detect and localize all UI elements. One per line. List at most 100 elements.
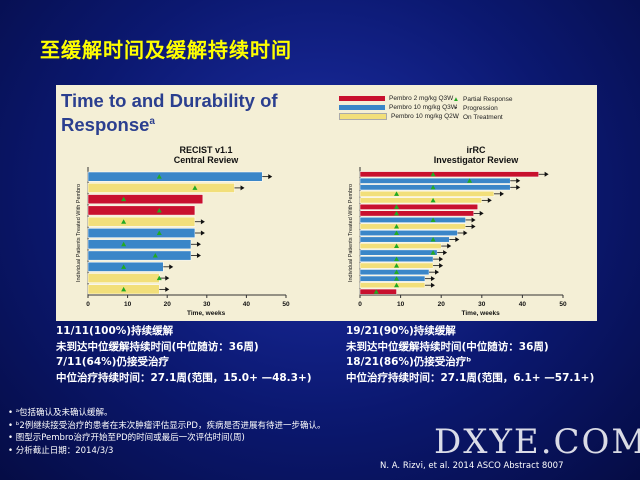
bar <box>87 183 235 193</box>
arrow-head <box>516 184 521 190</box>
x-axis-label: Time, weeks <box>462 310 501 317</box>
arrow-head <box>471 223 476 229</box>
stats-left-line: 11/11(100%)持续缓解 <box>56 325 174 337</box>
partial-response-marker <box>121 264 127 269</box>
arrow-head <box>165 286 170 292</box>
stats-left-line: 中位治疗持续时间：27.1周(范围，15.0+ —48.3+) <box>56 371 312 384</box>
bar <box>359 269 430 276</box>
bar <box>359 275 426 282</box>
partial-response-marker <box>121 196 127 202</box>
partial-response-marker <box>121 219 127 224</box>
figure-title-line1: Time to and Durability of <box>61 90 278 111</box>
watermark: DXYE.COM <box>434 422 640 462</box>
left-chart-title-line2: Central Review <box>173 155 239 165</box>
bar <box>87 250 192 261</box>
legend-entry-pr: ▲ Partial Response <box>449 95 513 103</box>
marker-legend: ▲ Partial Response • Progression → On Tr… <box>449 95 513 122</box>
partial-response-marker <box>394 276 400 281</box>
arrow-head <box>479 210 484 216</box>
partial-response-marker <box>430 237 436 242</box>
bar <box>359 282 426 289</box>
partial-response-marker <box>394 282 400 288</box>
partial-response-marker <box>156 207 162 213</box>
y-axis-label: Individual Patients Treated With Pembro <box>76 184 82 282</box>
footnote: 分析截止日期：2014/3/3 <box>8 445 325 458</box>
bar <box>359 243 442 249</box>
x-tick-label: 30 <box>478 301 486 308</box>
footnote: ᵇ2例继续接受治疗的患者在末次肿瘤评估显示PD，疾病是否进展有待进一步确认。 <box>8 420 326 433</box>
bar <box>359 288 397 295</box>
figure-title-sup: a <box>149 116 155 127</box>
partial-response-marker <box>394 204 400 209</box>
partial-response-marker <box>394 230 400 235</box>
legend-entry-blue: Pembro 10 mg/kg Q3W <box>339 103 459 111</box>
legend-label: Partial Response <box>463 95 513 103</box>
partial-response-marker <box>430 250 436 255</box>
x-tick-label: 40 <box>519 301 527 308</box>
legend-label: Pembro 10 mg/kg Q2W <box>391 112 459 120</box>
partial-response-marker <box>373 289 379 294</box>
partial-response-marker <box>430 197 436 203</box>
arrow-head <box>169 264 174 270</box>
arrow-head <box>544 171 549 177</box>
partial-response-marker <box>394 223 400 229</box>
x-tick-label: 20 <box>164 301 172 308</box>
partial-response-marker <box>394 263 400 268</box>
right-chart-title: irRC Investigator Review <box>406 145 546 165</box>
arrow-head <box>499 191 504 197</box>
partial-response-marker <box>156 174 162 179</box>
stats-right-line: 18/21(86%)仍接受治疗ᵇ <box>346 356 472 368</box>
footnotes: ᵃ包括确认及未确认缓解。 ᵇ2例继续接受治疗的患者在末次肿瘤评估显示PD，疾病是… <box>8 407 326 458</box>
stats-left-line: 7/11(64%)仍接受治疗 <box>56 356 169 368</box>
partial-response-marker <box>152 253 158 258</box>
partial-response-marker <box>467 178 473 183</box>
stats-right: 19/21(90%)持续缓解 未到达中位缓解持续时间(中位随访：36周) 18/… <box>346 324 594 386</box>
legend-swatch-red <box>339 95 385 101</box>
x-tick-label: 0 <box>358 301 362 308</box>
partial-response-marker <box>121 286 127 292</box>
left-chart-title-line1: RECIST v1.1 <box>179 145 233 155</box>
partial-response-marker <box>394 243 400 249</box>
partial-response-marker <box>192 185 198 190</box>
x-axis-label: Time, weeks <box>187 310 226 317</box>
bar <box>87 261 164 272</box>
arrow-head <box>430 282 435 288</box>
bar <box>87 216 196 227</box>
bar <box>359 249 438 256</box>
stats-left-line: 未到达中位缓解持续时间(中位随访：36周) <box>56 340 259 353</box>
arrow-head <box>196 253 201 259</box>
legend-label: Pembro 10 mg/kg Q3W <box>389 103 457 111</box>
bar <box>359 210 474 217</box>
arrow-head <box>430 276 435 282</box>
partial-response-marker <box>394 210 400 216</box>
stats-left: 11/11(100%)持续缓解 未到达中位缓解持续时间(中位随访：36周) 7/… <box>56 324 312 386</box>
partial-response-marker <box>430 217 436 222</box>
arrow-head <box>240 185 245 191</box>
bar <box>359 171 539 178</box>
figure-title: Time to and Durability of Responsea <box>61 90 361 135</box>
legend-entry-on-treatment: → On Treatment <box>449 113 513 121</box>
partial-response-marker <box>394 191 400 196</box>
x-tick-label: 50 <box>559 301 567 308</box>
x-tick-label: 10 <box>397 301 405 308</box>
arrow-head <box>165 275 170 281</box>
arrow-head <box>439 263 444 269</box>
irrc-chart: 0 10 20 30 40 50 Time, weeks Individual Patient… <box>348 167 567 317</box>
dose-legend: Pembro 2 mg/kg Q3W Pembro 10 mg/kg Q3W P… <box>339 94 459 121</box>
x-tick-label: 40 <box>243 301 251 308</box>
bar <box>359 217 466 223</box>
bar <box>87 205 196 216</box>
arrow-head <box>447 243 452 249</box>
partial-response-marker <box>430 171 436 177</box>
bar <box>359 190 495 197</box>
arrow-head <box>455 237 460 243</box>
recist-chart: 0 10 20 30 40 50 Time, weeks Individual Patient… <box>76 167 290 317</box>
figure-panel: Time to and Durability of Responsea Pemb… <box>56 85 597 321</box>
right-chart-title-line2: Investigator Review <box>433 155 519 165</box>
legend-label: On Treatment <box>463 113 503 121</box>
arrow-head <box>516 178 521 184</box>
figure-title-line2: Response <box>61 114 150 136</box>
bar <box>359 177 511 184</box>
footnote: 图型示Pembro治疗开始至PD的时间或最后一次评估时间(周) <box>8 432 325 445</box>
bar <box>87 239 192 250</box>
